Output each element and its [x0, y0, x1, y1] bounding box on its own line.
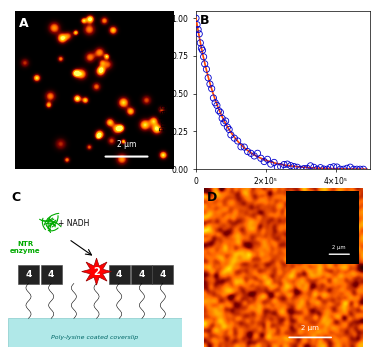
Point: [193, 15, 199, 21]
Point: [223, 118, 229, 124]
Point: [226, 127, 232, 132]
Point: [318, 165, 324, 171]
X-axis label: Photons detected before photobleaching: Photons detected before photobleaching: [205, 189, 361, 198]
Point: [297, 166, 304, 172]
Text: 4: 4: [116, 270, 122, 279]
Point: [301, 166, 307, 171]
Point: [254, 150, 260, 156]
Point: [274, 164, 280, 170]
Point: [288, 163, 294, 169]
Point: [331, 164, 337, 170]
Point: [245, 149, 251, 154]
Point: [347, 164, 353, 170]
Text: NTR
enzyme: NTR enzyme: [10, 241, 40, 253]
Point: [238, 144, 244, 150]
Point: [209, 86, 215, 91]
Point: [268, 161, 274, 167]
Point: [225, 124, 231, 130]
Point: [196, 31, 202, 37]
Point: [281, 162, 287, 167]
Point: [207, 81, 213, 87]
Point: [235, 138, 241, 144]
Text: D: D: [207, 192, 217, 205]
Text: 2: 2: [93, 267, 100, 276]
Point: [324, 166, 330, 172]
Point: [201, 54, 207, 59]
FancyBboxPatch shape: [109, 265, 130, 284]
FancyBboxPatch shape: [8, 318, 182, 347]
Point: [327, 165, 333, 170]
Point: [203, 67, 209, 72]
Point: [212, 100, 218, 105]
Text: 2 μm: 2 μm: [301, 325, 319, 331]
Point: [284, 161, 290, 167]
FancyBboxPatch shape: [132, 265, 152, 284]
Point: [321, 166, 327, 172]
Point: [195, 27, 201, 32]
Point: [241, 144, 247, 150]
Point: [337, 166, 343, 172]
Point: [198, 46, 204, 51]
Point: [251, 153, 257, 159]
Text: B: B: [200, 14, 209, 27]
Point: [261, 159, 267, 164]
Point: [211, 95, 217, 101]
Point: [217, 109, 223, 115]
Point: [361, 166, 367, 172]
Point: [350, 166, 356, 172]
Point: [205, 75, 211, 81]
Point: [341, 166, 347, 172]
Point: [271, 160, 277, 165]
Point: [265, 156, 271, 162]
Point: [291, 164, 297, 170]
Polygon shape: [82, 258, 112, 285]
Point: [334, 164, 340, 170]
Point: [294, 164, 300, 170]
FancyBboxPatch shape: [152, 265, 173, 284]
FancyBboxPatch shape: [41, 265, 62, 284]
Point: [214, 103, 220, 108]
Text: 2 μm: 2 μm: [117, 139, 136, 149]
Point: [304, 166, 310, 171]
Point: [307, 163, 313, 169]
Point: [278, 164, 284, 170]
Point: [357, 166, 363, 172]
Point: [258, 155, 264, 161]
Text: 4: 4: [160, 270, 166, 279]
Point: [311, 165, 317, 170]
Text: + NADH: + NADH: [58, 219, 90, 228]
Point: [231, 135, 237, 141]
Point: [248, 150, 254, 156]
Text: C: C: [11, 192, 20, 205]
Text: 4: 4: [139, 270, 145, 279]
Point: [344, 165, 350, 171]
Text: A: A: [19, 17, 28, 30]
FancyBboxPatch shape: [18, 265, 39, 284]
Y-axis label: Probability pₙ = mₙ/M: Probability pₙ = mₙ/M: [160, 49, 169, 131]
Point: [202, 61, 208, 67]
Point: [194, 22, 200, 28]
Point: [221, 120, 227, 126]
Point: [314, 166, 320, 172]
Text: Poly-lysine coated coverslip: Poly-lysine coated coverslip: [51, 335, 138, 340]
Point: [354, 166, 360, 172]
Point: [219, 115, 225, 121]
Text: 4: 4: [25, 270, 32, 279]
Point: [215, 108, 222, 113]
Text: 4: 4: [48, 270, 54, 279]
Point: [228, 132, 234, 138]
Point: [200, 47, 206, 53]
Point: [197, 40, 203, 46]
